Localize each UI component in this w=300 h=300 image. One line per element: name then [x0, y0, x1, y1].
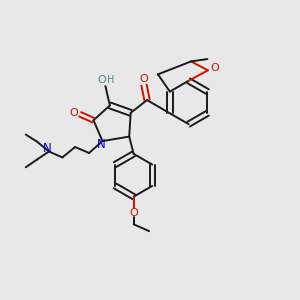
Text: H: H: [107, 75, 115, 85]
Text: N: N: [97, 138, 105, 151]
Text: N: N: [43, 142, 52, 155]
Text: O: O: [140, 74, 148, 84]
Text: O: O: [69, 108, 78, 118]
Text: O: O: [98, 75, 106, 85]
Text: O: O: [210, 63, 219, 73]
Text: O: O: [129, 208, 138, 218]
